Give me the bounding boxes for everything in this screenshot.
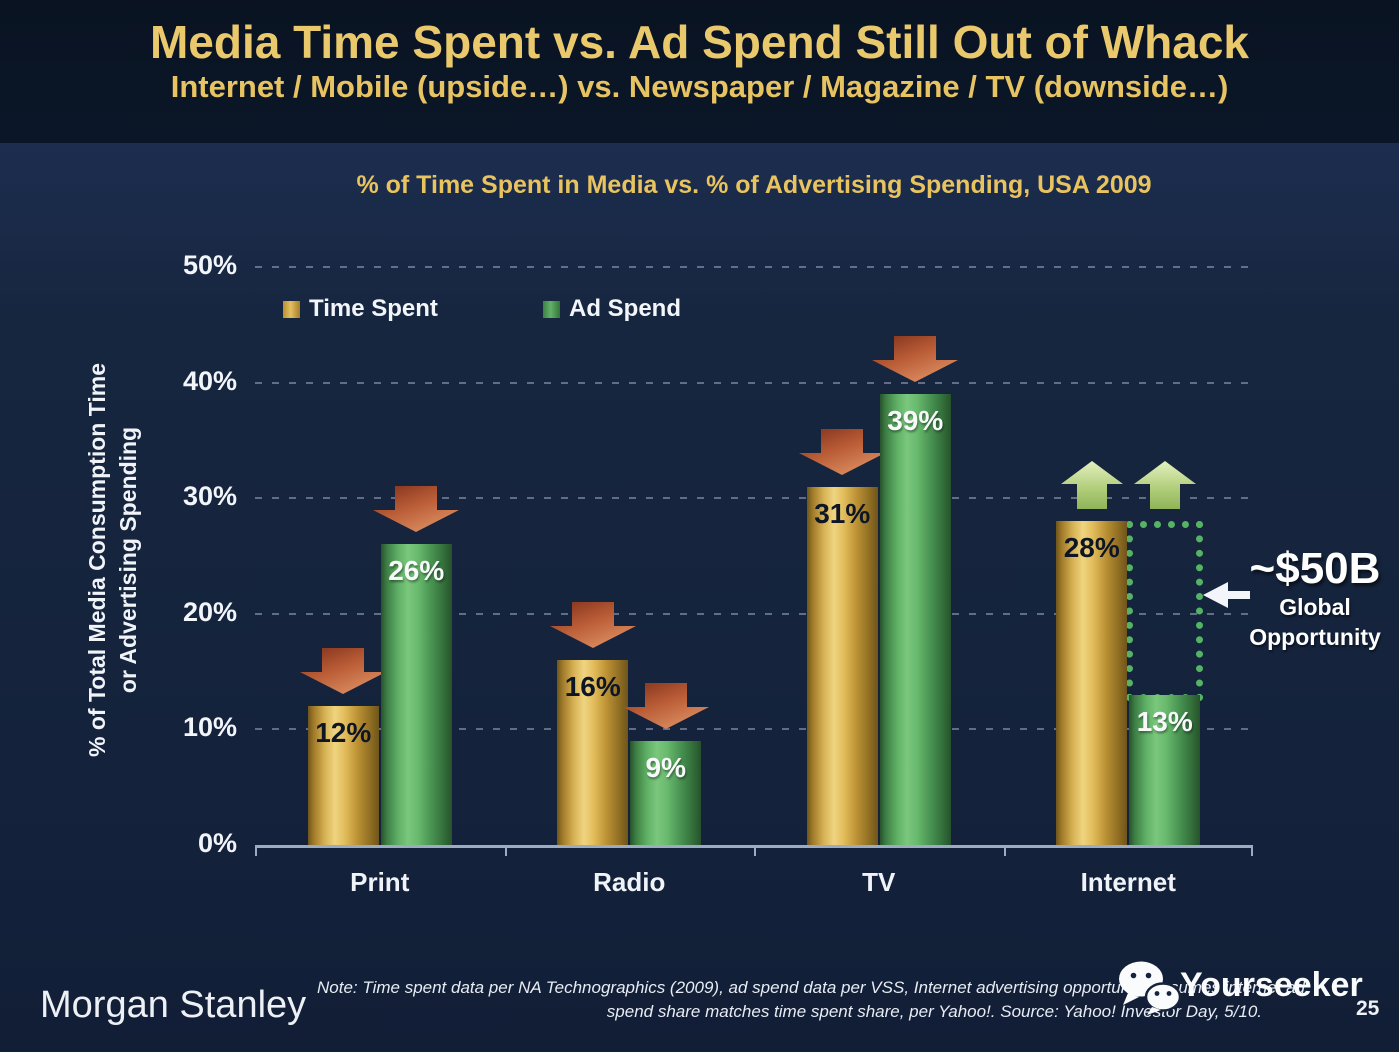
slide-title: Media Time Spent vs. Ad Spend Still Out … bbox=[149, 16, 1250, 68]
left-arrow-shaft bbox=[1227, 591, 1250, 599]
wechat-icon bbox=[1119, 961, 1182, 1015]
gridline-10 bbox=[255, 728, 1253, 731]
axis-tick bbox=[504, 845, 507, 856]
bar-value-label: 28% bbox=[1063, 532, 1120, 564]
bar-ad-spend-radio: 9% bbox=[630, 740, 702, 845]
ad-spend-swatch-icon bbox=[543, 300, 560, 318]
left-arrow-head bbox=[1203, 582, 1228, 608]
opportunity-gap-box bbox=[1126, 521, 1204, 701]
down-arrow-icon bbox=[799, 428, 886, 475]
bar-ad-spend-internet: 13% bbox=[1129, 694, 1201, 845]
opportunity-annotation: ~$50B Global Opportunity bbox=[1232, 546, 1398, 652]
y-axis-title-line1: % of Total Media Consumption Time bbox=[84, 363, 110, 757]
opportunity-line2: Opportunity bbox=[1249, 624, 1381, 650]
bar-ad-spend-print: 26% bbox=[380, 544, 452, 845]
left-arrow-icon bbox=[1203, 582, 1253, 608]
y-tick-label-20: 20% bbox=[182, 596, 237, 627]
axis-tick bbox=[1251, 845, 1253, 856]
y-tick-label-30: 30% bbox=[182, 481, 237, 512]
axis-tick bbox=[1003, 845, 1006, 856]
gridline-30 bbox=[255, 497, 1253, 500]
bar-value-label: 16% bbox=[564, 671, 621, 703]
opportunity-line1: Global bbox=[1279, 594, 1351, 620]
y-tick-label-50: 50% bbox=[182, 250, 237, 280]
chart-title: % of Time Spent in Media vs. % of Advert… bbox=[356, 171, 1152, 199]
bar-time-spent-tv: 31% bbox=[806, 486, 878, 845]
slide-header: Media Time Spent vs. Ad Spend Still Out … bbox=[0, 0, 1399, 143]
y-tick-label-0: 0% bbox=[197, 828, 237, 858]
up-arrow-icon bbox=[1060, 461, 1123, 510]
category-label-tv: TV bbox=[862, 867, 896, 897]
watermark-text: Yourseeker bbox=[1180, 966, 1363, 1004]
bar-value-label: 39% bbox=[887, 405, 944, 437]
category-label-internet: Internet bbox=[1080, 867, 1176, 897]
down-arrow-icon bbox=[872, 336, 959, 383]
page-number: 25 bbox=[1356, 997, 1380, 1020]
time-spent-swatch-icon bbox=[283, 300, 300, 318]
gridline-20 bbox=[255, 612, 1253, 615]
opportunity-value: ~$50B bbox=[1249, 544, 1381, 593]
bar-time-spent-internet: 28% bbox=[1056, 521, 1128, 845]
up-arrow-icon bbox=[1133, 461, 1196, 510]
legend-item-ad-spend: Ad Spend bbox=[543, 295, 681, 323]
plot-area: Time Spent Ad Spend 50% 40% 30% 20% 10% 0% 12%… bbox=[183, 250, 1253, 897]
bar-value-label: 12% bbox=[315, 717, 372, 749]
bar-value-label: 9% bbox=[645, 751, 686, 783]
y-tick-label-10: 10% bbox=[182, 712, 237, 743]
category-label-print: Print bbox=[350, 867, 410, 897]
gridline-50 bbox=[255, 266, 1253, 268]
bar-time-spent-print: 12% bbox=[307, 706, 379, 845]
y-tick-label-40: 40% bbox=[182, 365, 237, 396]
bar-ad-spend-tv: 39% bbox=[879, 394, 951, 845]
bar-value-label: 13% bbox=[1136, 705, 1193, 737]
morgan-stanley-logo: Morgan Stanley bbox=[40, 984, 307, 1026]
footnote-line2: spend share matches time spent share, pe… bbox=[606, 1002, 1262, 1021]
down-arrow-icon bbox=[300, 648, 387, 695]
legend-label-time-spent: Time Spent bbox=[309, 295, 438, 322]
gridline-40 bbox=[255, 381, 1253, 384]
category-label-radio: Radio bbox=[593, 867, 666, 897]
axis-tick bbox=[255, 845, 257, 856]
footnote-line1: Note: Time spent data per NA Technograph… bbox=[316, 978, 1305, 997]
down-arrow-icon bbox=[549, 602, 636, 649]
down-arrow-icon bbox=[622, 682, 709, 729]
axis-tick bbox=[754, 845, 756, 856]
bar-time-spent-radio: 16% bbox=[557, 660, 629, 845]
bar-value-label: 26% bbox=[388, 555, 445, 587]
legend-label-ad-spend: Ad Spend bbox=[569, 295, 681, 322]
bar-value-label: 31% bbox=[814, 497, 871, 529]
legend-item-time-spent: Time Spent bbox=[283, 295, 438, 323]
down-arrow-icon bbox=[373, 486, 460, 533]
slide-subtitle: Internet / Mobile (upside…) vs. Newspape… bbox=[170, 69, 1229, 104]
